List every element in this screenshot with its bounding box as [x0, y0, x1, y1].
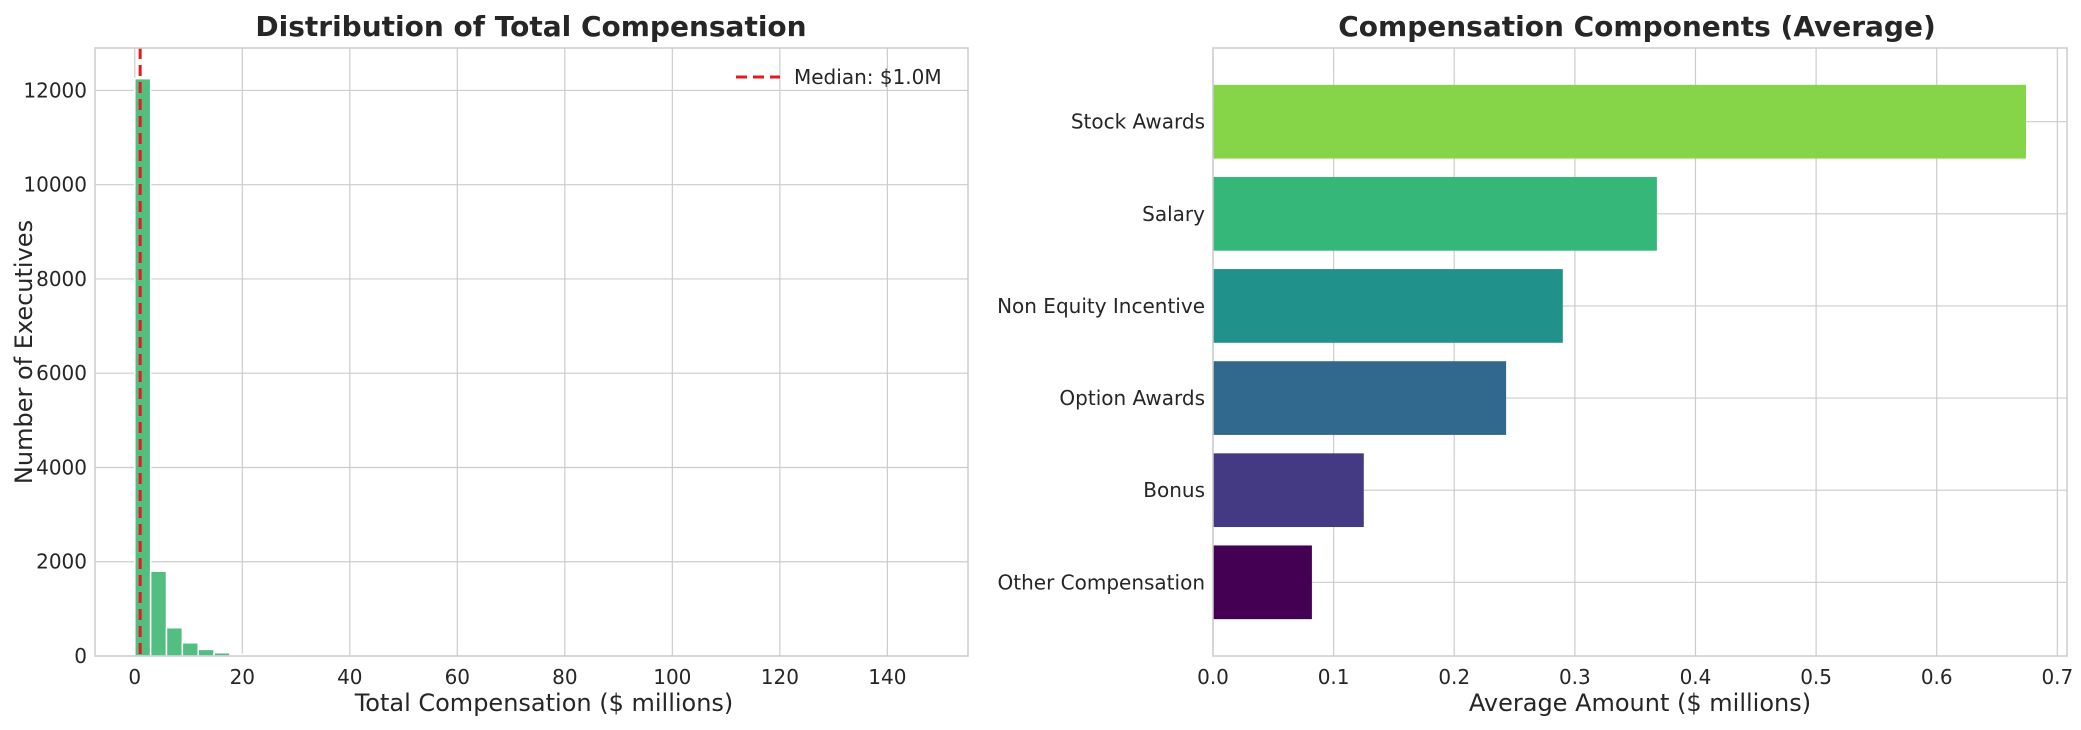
components-x-tick-label: 0.1: [1318, 665, 1350, 689]
histogram-x-tick-label: 80: [552, 665, 577, 689]
components-category-label: Other Compensation: [998, 570, 1206, 594]
histogram-x-tick-label: 120: [761, 665, 799, 689]
components-bar: [1213, 269, 1563, 343]
components-bar: [1213, 361, 1507, 435]
histogram-bar: [181, 642, 199, 657]
components-bar: [1213, 176, 1657, 251]
histogram-bar: [165, 626, 184, 657]
components-category-label: Option Awards: [1059, 386, 1205, 410]
components-x-tick-label: 0.6: [1921, 665, 1953, 689]
legend-median-label: Median: $1.0M: [794, 65, 942, 89]
histogram-legend: Median: $1.0M: [736, 65, 942, 89]
histogram-y-tick-label: 4000: [36, 455, 87, 479]
histogram-y-tick-label: 8000: [36, 267, 87, 291]
histogram-x-ticks: 0 20 40 60 80 100 120 140: [128, 665, 906, 689]
histogram-x-label: Total Compensation ($ millions): [354, 689, 734, 717]
histogram-bar: [134, 77, 152, 657]
histogram-bar: [197, 648, 215, 657]
components-bar: [1213, 84, 2026, 159]
histogram-y-tick-label: 6000: [36, 361, 87, 385]
histogram-x-tick-label: 20: [230, 665, 255, 689]
histogram-chart: 0 20 40 60 80 100 120 140 0 2000 4000 6000 8000 1000…: [10, 10, 969, 717]
histogram-y-ticks: 0 2000 4000 6000 8000 10000 12000: [23, 78, 87, 668]
components-category-label: Stock Awards: [1071, 110, 1205, 134]
components-x-label: Average Amount ($ millions): [1469, 689, 1811, 717]
components-x-tick-label: 0.4: [1680, 665, 1712, 689]
components-chart: 0.0 0.1 0.2 0.3 0.4 0.5 0.6 0.7 Stock Awards Sal…: [997, 10, 2073, 717]
components-x-tick-label: 0.7: [2041, 665, 2073, 689]
components-x-ticks: 0.0 0.1 0.2 0.3 0.4 0.5 0.6 0.7: [1197, 665, 2073, 689]
histogram-x-tick-label: 0: [128, 665, 141, 689]
components-title: Compensation Components (Average): [1338, 10, 1936, 43]
histogram-plot-area: [95, 48, 968, 656]
components-category-label: Bonus: [1143, 478, 1205, 502]
components-bar: [1213, 545, 1312, 620]
histogram-y-tick-label: 12000: [23, 78, 87, 102]
histogram-y-tick-label: 10000: [23, 173, 87, 197]
histogram-bar: [149, 570, 168, 657]
histogram-y-tick-label: 2000: [36, 550, 87, 574]
histogram-x-tick-label: 60: [445, 665, 470, 689]
components-x-tick-label: 0.2: [1438, 665, 1470, 689]
components-bars: [1213, 84, 2026, 620]
histogram-title: Distribution of Total Compensation: [255, 10, 806, 43]
histogram-y-tick-label: 0: [74, 644, 87, 668]
components-x-tick-label: 0.5: [1800, 665, 1832, 689]
histogram-grid: [95, 48, 968, 657]
components-category-label: Salary: [1142, 202, 1205, 226]
histogram-x-tick-label: 40: [337, 665, 362, 689]
components-x-tick-label: 0.3: [1559, 665, 1591, 689]
components-category-labels: Stock Awards Salary Non Equity Incentive Op…: [997, 110, 1205, 595]
histogram-frame: [94, 47, 969, 657]
histogram-x-tick-label: 100: [653, 665, 691, 689]
components-category-label: Non Equity Incentive: [997, 294, 1205, 318]
histogram-y-label: Number of Executives: [10, 220, 38, 484]
histogram-x-tick-label: 140: [868, 665, 906, 689]
components-bar: [1213, 453, 1364, 528]
components-frame: [1212, 47, 2068, 657]
components-x-tick-label: 0.0: [1197, 665, 1229, 689]
